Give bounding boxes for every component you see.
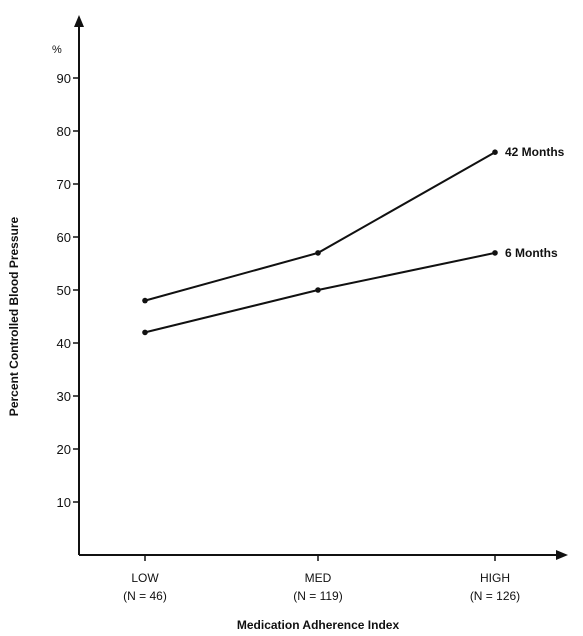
y-tick-label: 90 xyxy=(57,71,71,86)
x-tick-label: MED xyxy=(305,571,332,585)
series-layer: 42 Months 6 Months xyxy=(142,145,565,336)
y-tick-label: 60 xyxy=(57,230,71,245)
series-line xyxy=(144,151,496,302)
data-point xyxy=(142,297,148,304)
x-tick-sublabel: (N = 119) xyxy=(293,589,342,603)
y-tick-label: 40 xyxy=(57,336,71,351)
data-point xyxy=(492,250,498,256)
series-label: 6 Months xyxy=(505,246,558,260)
x-axis-arrowhead xyxy=(556,550,568,560)
y-tick-label: 70 xyxy=(57,177,71,192)
x-tick-label: LOW xyxy=(131,571,159,585)
y-ticks: 10 20 30 40 50 60 70 80 90 xyxy=(57,71,79,510)
x-tick-label: HIGH xyxy=(480,571,510,585)
y-tick-label: 20 xyxy=(57,442,71,457)
x-axis-title: Medication Adherence Index xyxy=(237,618,400,632)
data-point xyxy=(142,329,148,336)
x-tick-sublabel: (N = 46) xyxy=(123,589,167,603)
x-tick-sublabel: (N = 126) xyxy=(470,589,520,603)
data-point xyxy=(315,287,321,293)
series-line xyxy=(144,251,496,334)
series-label: 42 Months xyxy=(505,145,565,159)
y-axis-arrowhead xyxy=(74,15,84,27)
y-tick-label: 10 xyxy=(57,495,71,510)
y-tick-label: 50 xyxy=(57,283,71,298)
y-tick-label: 30 xyxy=(57,389,71,404)
y-unit-label: % xyxy=(52,44,62,56)
data-point xyxy=(492,149,498,155)
x-ticks: LOW (N = 46) MED (N = 119) HIGH (N = 126) xyxy=(123,555,520,603)
axes xyxy=(74,15,568,560)
data-point xyxy=(315,250,321,256)
y-axis-title: Percent Controlled Blood Pressure xyxy=(7,216,21,416)
y-tick-label: 80 xyxy=(57,124,71,139)
